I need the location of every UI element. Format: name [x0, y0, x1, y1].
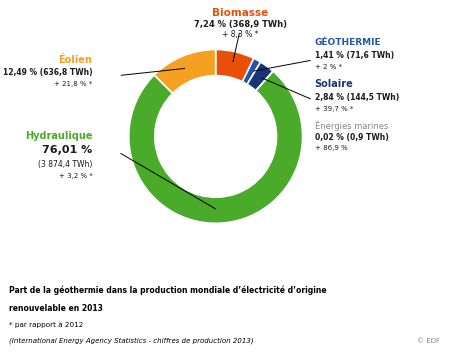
Text: 76,01 %: 76,01 %	[42, 145, 92, 155]
Text: + 3,2 % *: + 3,2 % *	[58, 173, 92, 180]
Text: * par rapport à 2012: * par rapport à 2012	[9, 321, 84, 328]
Text: 1,41 % (71,6 TWh): 1,41 % (71,6 TWh)	[315, 51, 394, 60]
Text: Énergies marines: Énergies marines	[315, 121, 388, 131]
Text: Biomasse: Biomasse	[212, 8, 268, 18]
Text: + 39,7 % *: + 39,7 % *	[315, 106, 353, 112]
Wedge shape	[154, 50, 216, 93]
Wedge shape	[129, 71, 302, 223]
Text: renouvelable en 2013: renouvelable en 2013	[9, 304, 103, 313]
Text: 7,24 % (368,9 TWh): 7,24 % (368,9 TWh)	[193, 20, 286, 29]
Text: Part de la géothermie dans la production mondiale d’électricité d’origine: Part de la géothermie dans la production…	[9, 285, 327, 295]
Wedge shape	[256, 71, 273, 91]
Text: + 21,8 % *: + 21,8 % *	[54, 81, 92, 87]
Wedge shape	[242, 59, 261, 84]
Text: © EDF: © EDF	[417, 338, 440, 344]
Text: 0,02 % (0,9 TWh): 0,02 % (0,9 TWh)	[315, 133, 389, 142]
Text: + 8,3 % *: + 8,3 % *	[222, 30, 258, 39]
Text: + 2 % *: + 2 % *	[315, 64, 342, 70]
Text: 2,84 % (144,5 TWh): 2,84 % (144,5 TWh)	[315, 93, 399, 102]
Text: Éolien: Éolien	[58, 55, 92, 65]
Wedge shape	[216, 50, 254, 82]
Text: (International Energy Agency Statistics - chiffres de production 2013): (International Energy Agency Statistics …	[9, 338, 254, 344]
Wedge shape	[247, 62, 273, 91]
Text: (3 874,4 TWh): (3 874,4 TWh)	[38, 160, 92, 169]
Text: Hydraulique: Hydraulique	[25, 131, 92, 141]
Text: GÉOTHERMIE: GÉOTHERMIE	[315, 38, 382, 47]
Text: 12,49 % (636,8 TWh): 12,49 % (636,8 TWh)	[3, 69, 92, 78]
Text: + 86,9 %: + 86,9 %	[315, 145, 347, 151]
Text: Solaire: Solaire	[315, 79, 354, 89]
